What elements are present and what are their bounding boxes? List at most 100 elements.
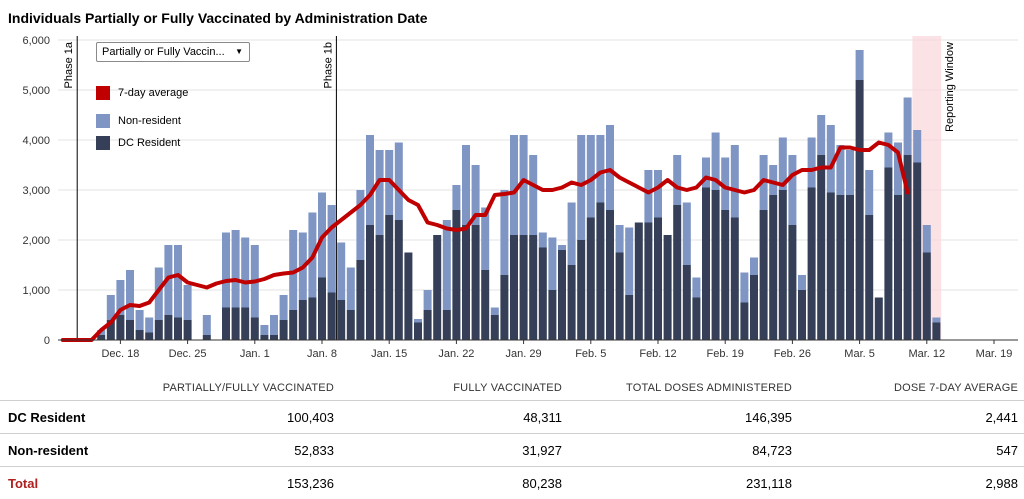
bar-dc-resident — [539, 248, 547, 341]
bar-dc-resident — [136, 330, 144, 340]
bars — [97, 50, 940, 340]
bar-dc-resident — [366, 225, 374, 340]
y-tick-label: 2,000 — [22, 235, 50, 247]
phase-label: Phase 1b — [322, 42, 334, 88]
legend-swatch-non-resident — [96, 114, 110, 128]
bar-dc-resident — [875, 298, 883, 341]
bar-non-resident — [577, 135, 585, 240]
bar-dc-resident — [596, 203, 604, 341]
bar-dc-resident — [827, 193, 835, 341]
y-tick-label: 3,000 — [22, 185, 50, 197]
cell: 231,118 — [568, 467, 798, 499]
bar-dc-resident — [337, 300, 345, 340]
bar-non-resident — [596, 135, 604, 203]
row-label: Non-resident — [0, 434, 140, 467]
bar-dc-resident — [472, 225, 480, 340]
bar-non-resident — [616, 225, 624, 253]
bar-dc-resident — [712, 190, 720, 340]
bar-non-resident — [376, 150, 384, 235]
series-select[interactable]: Partially or Fully Vaccin... ▼ — [96, 42, 250, 62]
bar-dc-resident — [846, 195, 854, 340]
bar-non-resident — [884, 133, 892, 168]
bar-dc-resident — [798, 290, 806, 340]
bar-non-resident — [491, 308, 499, 316]
bar-dc-resident — [817, 155, 825, 340]
bar-dc-resident — [145, 333, 153, 341]
bar-non-resident — [673, 155, 681, 205]
bar-non-resident — [241, 238, 249, 308]
triangle-down-icon: ▼ — [235, 47, 243, 56]
reporting-window-label: Reporting Window — [944, 42, 956, 132]
x-tick-label: Feb. 26 — [774, 348, 811, 360]
cell: 48,311 — [340, 401, 568, 434]
bar-dc-resident — [568, 265, 576, 340]
header-dose-average: DOSE 7-DAY AVERAGE — [798, 376, 1024, 401]
bar-dc-resident — [894, 195, 902, 340]
bar-non-resident — [270, 315, 278, 335]
y-tick-label: 0 — [44, 335, 50, 347]
cell: 146,395 — [568, 401, 798, 434]
bar-dc-resident — [750, 275, 758, 340]
bar-dc-resident — [654, 218, 662, 341]
header-blank — [0, 376, 140, 401]
bar-dc-resident — [520, 235, 528, 340]
stats-header-row: PARTIALLY/FULLY VACCINATED FULLY VACCINA… — [0, 376, 1024, 401]
x-tick-label: Dec. 18 — [101, 348, 139, 360]
bar-dc-resident — [328, 293, 336, 341]
bar-non-resident — [500, 190, 508, 275]
bar-non-resident — [126, 270, 134, 320]
y-tick-label: 5,000 — [22, 85, 50, 97]
bar-dc-resident — [769, 195, 777, 340]
bar-non-resident — [184, 285, 192, 320]
bar-dc-resident — [673, 205, 681, 340]
bar-dc-resident — [241, 308, 249, 341]
x-tick-label: Mar. 12 — [908, 348, 945, 360]
bar-non-resident — [644, 170, 652, 223]
x-tick-label: Dec. 25 — [169, 348, 207, 360]
bar-non-resident — [932, 318, 940, 323]
header-fully: FULLY VACCINATED — [340, 376, 568, 401]
bar-dc-resident — [692, 298, 700, 341]
bar-non-resident — [740, 273, 748, 303]
bar-dc-resident — [923, 253, 931, 341]
bar-non-resident — [606, 125, 614, 210]
cell: 84,723 — [568, 434, 798, 467]
x-tick-label: Jan. 8 — [307, 348, 337, 360]
cell: 31,927 — [340, 434, 568, 467]
bar-non-resident — [347, 268, 355, 311]
bar-non-resident — [260, 325, 268, 335]
bar-dc-resident — [424, 310, 432, 340]
bar-non-resident — [414, 319, 422, 323]
cell: 2,441 — [798, 401, 1024, 434]
bar-dc-resident — [395, 220, 403, 340]
legend-swatch-average — [96, 86, 110, 100]
bar-non-resident — [145, 318, 153, 333]
bar-dc-resident — [731, 218, 739, 341]
bar-dc-resident — [606, 210, 614, 340]
legend-label-non-resident: Non-resident — [118, 115, 181, 127]
bar-dc-resident — [932, 323, 940, 341]
cell: 52,833 — [140, 434, 340, 467]
bar-dc-resident — [500, 275, 508, 340]
table-row: Non-resident 52,833 31,927 84,723 547 — [0, 434, 1024, 467]
bar-dc-resident — [260, 335, 268, 340]
phase-label: Phase 1a — [63, 41, 75, 88]
bar-dc-resident — [203, 335, 211, 340]
bar-dc-resident — [318, 278, 326, 341]
x-tick-label: Mar. 5 — [844, 348, 875, 360]
bar-dc-resident — [683, 265, 691, 340]
bar-dc-resident — [270, 335, 278, 340]
cell: 547 — [798, 434, 1024, 467]
header-total-doses: TOTAL DOSES ADMINISTERED — [568, 376, 798, 401]
bar-non-resident — [788, 155, 796, 225]
bar-dc-resident — [740, 303, 748, 341]
bar-non-resident — [222, 233, 230, 308]
bar-dc-resident — [865, 215, 873, 340]
bar-non-resident — [846, 150, 854, 195]
bar-dc-resident — [856, 80, 864, 340]
legend-swatch-dc-resident — [96, 136, 110, 150]
bar-non-resident — [568, 203, 576, 266]
bar-dc-resident — [462, 225, 470, 340]
x-tick-label: Jan. 1 — [240, 348, 270, 360]
bar-non-resident — [328, 205, 336, 293]
